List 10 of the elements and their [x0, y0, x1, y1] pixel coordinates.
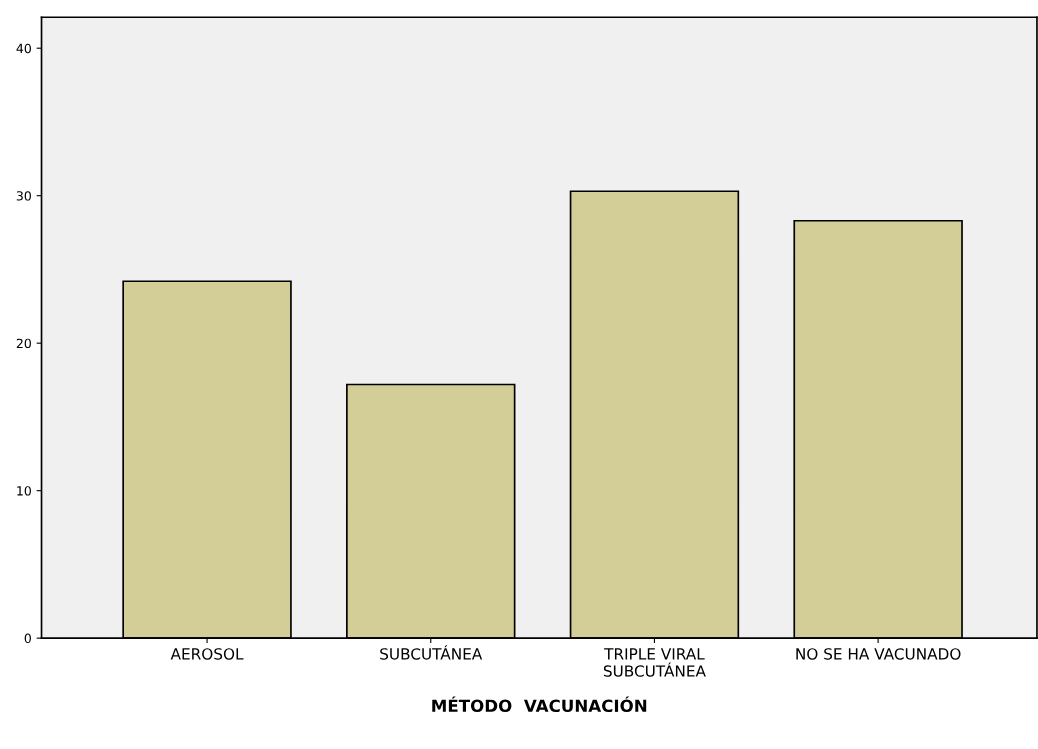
- x-tick-label: TRIPLE VIRAL SUBCUTÁNEA: [603, 648, 706, 677]
- x-tick-label: SUBCUTÁNEA: [380, 645, 483, 660]
- y-tick-label: 0: [24, 633, 31, 644]
- y-tick-label: 40: [16, 43, 31, 54]
- x-axis-title: MÉTODO VACUNACIÓN: [432, 696, 647, 713]
- x-tick-label: AEROSOL: [170, 648, 244, 660]
- y-tick-label: 30: [16, 191, 31, 201]
- y-tick-label: 10: [17, 486, 31, 496]
- x-tick-label: NO SE HA VACUNADO: [796, 648, 961, 660]
- y-tick-label: 20: [16, 338, 31, 349]
